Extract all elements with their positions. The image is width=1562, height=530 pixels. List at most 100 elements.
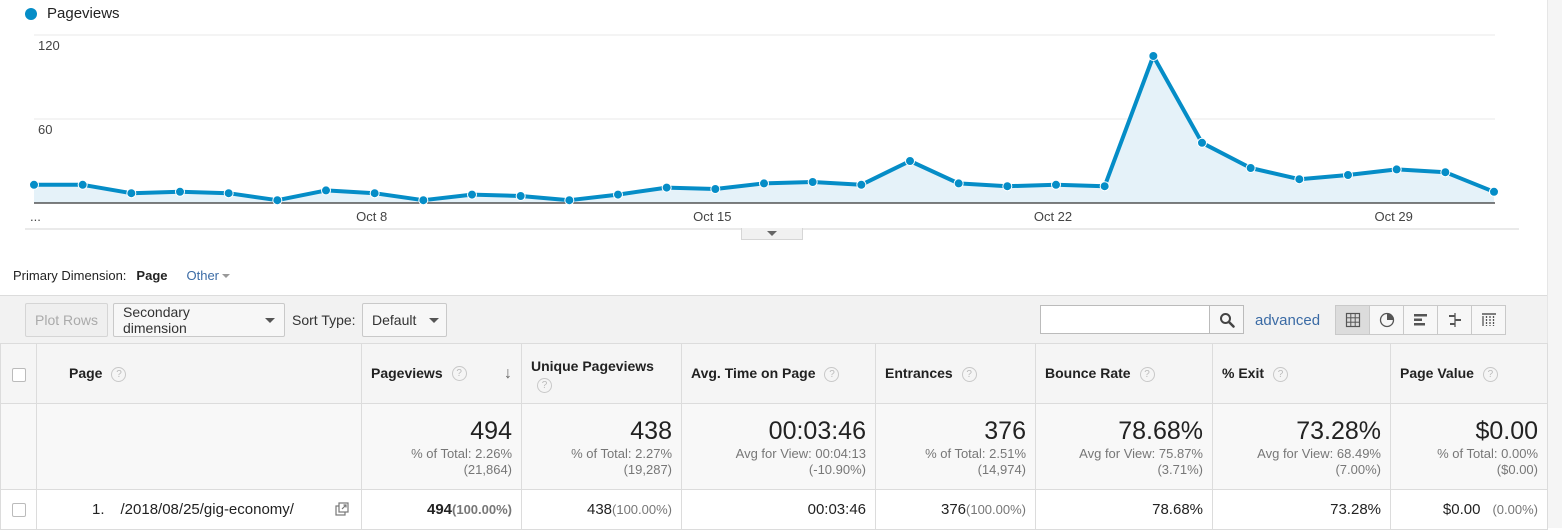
chart-legend[interactable]: Pageviews xyxy=(25,5,120,22)
data-point xyxy=(759,178,769,189)
chart-collapse-handle[interactable] xyxy=(741,228,803,240)
dimension-other-dropdown[interactable]: Other xyxy=(187,268,231,283)
column-header-entrances[interactable]: Entrances? xyxy=(875,343,1036,404)
column-header-bounce-rate[interactable]: Bounce Rate? xyxy=(1035,343,1213,404)
data-point xyxy=(77,179,88,190)
sort-type-value: Default xyxy=(372,312,417,328)
column-header-avg-time-on-page[interactable]: Avg. Time on Page? xyxy=(681,343,876,404)
data-point xyxy=(1391,164,1402,175)
pivot-view-button[interactable] xyxy=(1471,305,1506,335)
totals-row: 494 % of Total: 2.26% (21,864) 438 % of … xyxy=(0,403,1548,490)
data-view-button[interactable] xyxy=(1335,305,1370,335)
total-value: 376 xyxy=(984,416,1026,445)
cell-value: 438 xyxy=(586,501,613,518)
cell-percent: (100.00%) xyxy=(612,502,672,517)
total-site: (7.00%) xyxy=(1335,461,1381,477)
bar-chart-icon xyxy=(1413,314,1427,326)
sort-type-dropdown[interactable]: Default xyxy=(362,303,447,337)
row-page-cell: 1. /2018/08/25/gig-economy/ xyxy=(36,489,362,530)
total-pageviews: 494 % of Total: 2.26% (21,864) xyxy=(361,403,522,490)
row-exit: 73.28% xyxy=(1212,489,1391,530)
row-checkbox[interactable] xyxy=(11,503,26,518)
total-percent: % of Total: 2.51% xyxy=(925,445,1026,461)
cell-value: 73.28% xyxy=(1330,501,1381,518)
pie-chart-icon xyxy=(1379,312,1394,328)
data-point xyxy=(126,188,137,199)
help-icon[interactable]: ? xyxy=(537,378,552,393)
data-point xyxy=(856,179,867,190)
data-point xyxy=(29,179,39,190)
caret-down-icon xyxy=(429,317,440,323)
help-icon[interactable]: ? xyxy=(961,366,977,382)
total-entrances: 376 % of Total: 2.51% (14,974) xyxy=(875,403,1036,490)
column-header-page-value[interactable]: Page Value? xyxy=(1390,343,1548,404)
column-label: Pageviews xyxy=(371,364,443,381)
help-icon[interactable]: ? xyxy=(1482,366,1498,382)
data-point xyxy=(1245,163,1256,173)
help-icon[interactable]: ? xyxy=(1139,366,1155,382)
data-point xyxy=(321,185,331,196)
column-label: Unique Pageviews xyxy=(531,358,654,374)
secondary-dimension-label: Secondary dimension xyxy=(123,304,190,336)
column-label: Page Value xyxy=(1400,365,1474,382)
advanced-filter-link[interactable]: advanced xyxy=(1255,312,1321,329)
total-site: (3.71%) xyxy=(1157,461,1203,477)
table-search-input[interactable] xyxy=(1040,305,1210,334)
comparison-icon xyxy=(1448,313,1461,327)
total-bounce-rate: 78.68% Avg for View: 75.87% (3.71%) xyxy=(1035,403,1213,490)
help-icon[interactable]: ? xyxy=(1273,366,1289,382)
help-icon[interactable]: ? xyxy=(111,366,127,382)
plot-rows-label: Plot Rows xyxy=(35,312,99,328)
primary-dimension-selector: Primary Dimension: Page Other xyxy=(13,268,231,283)
data-point xyxy=(807,177,818,187)
sort-descending-icon: ↓ xyxy=(504,364,512,382)
cell-percent: (100.00%) xyxy=(452,502,512,517)
comparison-view-button[interactable] xyxy=(1437,305,1472,335)
column-header-unique-pageviews[interactable]: Unique Pageviews? xyxy=(521,343,682,404)
cell-value: 494 xyxy=(426,501,453,518)
search-button[interactable] xyxy=(1209,305,1244,334)
primary-dimension-label: Primary Dimension: xyxy=(13,268,127,283)
open-external-icon[interactable] xyxy=(335,502,349,516)
data-point xyxy=(710,184,721,194)
column-header-pageviews[interactable]: Pageviews? ↓ xyxy=(361,343,522,404)
grid-table-icon xyxy=(1345,312,1360,328)
total-value: 78.68% xyxy=(1118,416,1203,445)
x-tick-label: Oct 22 xyxy=(1034,209,1072,224)
column-header-exit[interactable]: % Exit? xyxy=(1212,343,1391,404)
data-point xyxy=(369,188,380,199)
help-icon[interactable]: ? xyxy=(451,366,467,382)
sort-type-label: Sort Type: xyxy=(292,312,356,328)
x-tick-label: Oct 29 xyxy=(1375,209,1413,224)
select-all-checkbox[interactable] xyxy=(11,367,26,382)
total-value: 494 xyxy=(470,416,512,445)
data-point xyxy=(272,195,283,206)
total-percent: % of Total: 2.27% xyxy=(571,445,672,461)
cell-value: $0.00 xyxy=(1442,501,1481,518)
x-tick-label: Oct 8 xyxy=(356,209,387,224)
row-page-link[interactable]: /2018/08/25/gig-economy/ xyxy=(120,501,294,518)
column-label: Page xyxy=(69,365,103,382)
performance-view-button[interactable] xyxy=(1403,305,1438,335)
total-percent: Avg for View: 00:04:13 xyxy=(735,445,866,461)
help-icon[interactable]: ? xyxy=(824,366,840,382)
total-unique-pageviews: 438 % of Total: 2.27% (19,287) xyxy=(521,403,682,490)
secondary-dimension-dropdown[interactable]: Secondary dimension xyxy=(113,303,285,337)
plot-rows-button[interactable]: Plot Rows xyxy=(25,303,109,337)
data-point xyxy=(1148,51,1159,61)
caret-down-icon xyxy=(222,273,231,278)
data-point xyxy=(1002,181,1013,192)
legend-label: Pageviews xyxy=(47,5,120,22)
pivot-table-icon xyxy=(1481,313,1496,326)
percentage-view-button[interactable] xyxy=(1369,305,1404,335)
table-row: 1./2018/08/25/gig-economy/ 494(100.00%) … xyxy=(0,489,1548,530)
total-site: (-10.90%) xyxy=(808,461,866,477)
dimension-page[interactable]: Page xyxy=(136,268,168,283)
row-unique-pageviews: 438(100.00%) xyxy=(521,489,682,530)
cell-percent: (100.00%) xyxy=(966,502,1026,517)
y-tick-label: 120 xyxy=(38,38,60,53)
totals-empty-cell xyxy=(0,403,37,490)
page-scrollbar[interactable] xyxy=(1547,0,1562,528)
data-point xyxy=(467,189,477,200)
row-entrances: 376(100.00%) xyxy=(875,489,1036,530)
